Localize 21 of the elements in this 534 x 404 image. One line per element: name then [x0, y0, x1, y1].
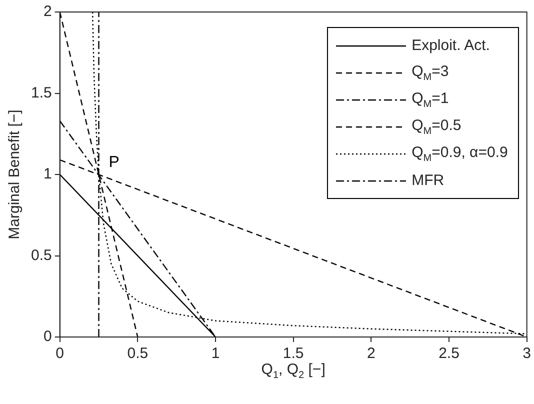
annotation: P — [108, 154, 120, 171]
legend-label: Exploit. Act. — [412, 37, 490, 54]
x-tick-label: 0.5 — [127, 345, 148, 362]
x-tick-label: 2 — [367, 345, 376, 362]
y-tick-label: 0.5 — [30, 246, 52, 264]
legend-label: MFR — [412, 172, 444, 189]
x-tick-label: 1 — [211, 345, 220, 362]
y-tick-label: 2 — [44, 3, 52, 20]
x-tick-label: 0 — [56, 345, 64, 362]
y-axis-title: Marginal Benefit [−] — [6, 110, 24, 240]
x-tick-label: 2.5 — [438, 345, 460, 362]
legend-label: Q$_{M}$=0.9, α=0.9 — [412, 144, 508, 164]
legend-label: Q$_{M}$=3 — [412, 62, 449, 82]
y-tick-label: 0 — [44, 328, 52, 346]
y-tick-label: 1.5 — [30, 84, 52, 102]
x-tick-label: 3 — [522, 345, 531, 362]
legend-label: Q$_{M}$=1 — [412, 90, 449, 110]
y-tick-label: 1 — [44, 166, 52, 183]
x-tick-label: 1.5 — [282, 345, 304, 362]
x-axis-title: Q$_{1}$, Q$_{2}$ [−] — [260, 361, 326, 381]
legend-label: Q$_{M}$=0.5 — [412, 116, 462, 136]
